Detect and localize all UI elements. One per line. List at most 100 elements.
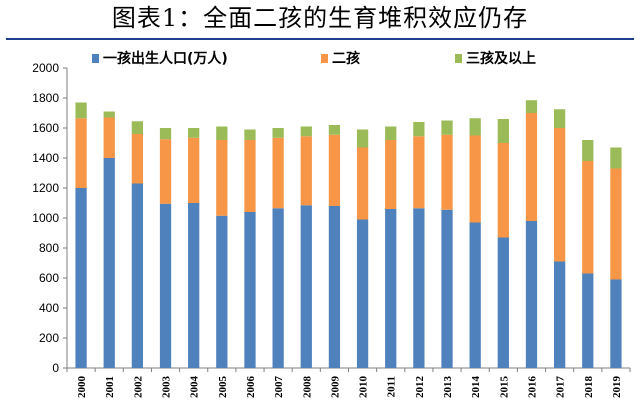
x-tick-label: 2012 (414, 376, 426, 399)
bar-segment-third-plus-2017 (553, 109, 566, 128)
x-tick-label: 2005 (217, 376, 229, 399)
bar-segment-second-child-2009 (328, 134, 341, 206)
bar-segment-second-child-2008 (300, 136, 312, 206)
bar-segment-first-child-2016 (525, 221, 538, 368)
x-tick-label: 2018 (583, 376, 595, 399)
bar-segment-first-child-2012 (413, 208, 425, 368)
bar-segment-second-child-2015 (497, 143, 509, 238)
bar-segment-third-plus-2013 (441, 120, 453, 135)
bar-segment-second-child-2000 (75, 118, 87, 188)
bar-segment-second-child-2017 (553, 128, 566, 262)
bar-segment-second-child-2002 (131, 134, 144, 184)
bar-segment-third-plus-2003 (159, 128, 172, 140)
x-tick-label: 2008 (301, 376, 313, 399)
bar-segment-third-plus-2010 (356, 129, 369, 148)
x-tick-label: 2014 (470, 376, 482, 399)
x-tick-label: 2006 (245, 376, 257, 399)
y-tick-label: 600 (39, 271, 59, 285)
bar-segment-first-child-2011 (385, 209, 397, 368)
bar-segment-first-child-2019 (610, 279, 622, 368)
x-tick-label: 2010 (358, 376, 370, 399)
x-tick-label: 2000 (76, 376, 88, 399)
y-tick-label: 0 (52, 361, 59, 375)
bar-segment-third-plus-2015 (497, 119, 509, 143)
legend-swatch (321, 54, 328, 63)
x-tick-label: 2017 (555, 376, 567, 399)
x-tick-label: 2002 (132, 376, 144, 399)
y-tick-label: 1000 (32, 211, 59, 225)
bar-segment-third-plus-2005 (216, 126, 228, 140)
chart-bars (75, 100, 622, 368)
bar-segment-first-child-2018 (582, 273, 594, 368)
bar-segment-third-plus-2019 (610, 147, 622, 169)
x-tick-label: 2011 (386, 376, 398, 397)
bar-segment-second-child-2001 (103, 117, 115, 158)
bar-segment-second-child-2014 (469, 135, 481, 223)
legend-label: 一孩出生人口(万人) (103, 50, 228, 67)
bar-segment-second-child-2011 (385, 140, 397, 209)
bar-segment-first-child-2001 (103, 158, 115, 368)
bar-segment-first-child-2006 (244, 212, 256, 368)
bar-segment-first-child-2013 (441, 209, 453, 368)
y-tick-label: 800 (39, 241, 59, 255)
chart-title-bar: 图表1：全面二孩的生育堆积效应仍存 (0, 0, 640, 36)
bar-segment-second-child-2013 (441, 134, 453, 210)
bar-segment-third-plus-2018 (582, 140, 594, 161)
bar-segment-second-child-2007 (272, 137, 284, 209)
y-tick-label: 2000 (32, 61, 59, 75)
bar-segment-first-child-2003 (159, 203, 172, 368)
bar-segment-second-child-2018 (582, 161, 594, 274)
legend-label: 三孩及以上 (466, 50, 536, 67)
bar-segment-third-plus-2009 (328, 125, 341, 135)
bar-segment-third-plus-2008 (300, 126, 312, 137)
bar-segment-second-child-2006 (244, 140, 256, 212)
legend-swatch (92, 54, 99, 63)
bar-segment-first-child-2008 (300, 205, 312, 368)
bar-segment-first-child-2010 (356, 219, 369, 368)
bar-segment-third-plus-2007 (272, 128, 284, 138)
bar-segment-third-plus-2001 (103, 111, 115, 118)
bar-segment-first-child-2017 (553, 261, 566, 368)
bar-segment-third-plus-2011 (385, 126, 397, 140)
y-tick-label: 1400 (32, 151, 59, 165)
bar-segment-third-plus-2000 (75, 102, 87, 119)
bar-segment-third-plus-2006 (244, 129, 256, 140)
bar-segment-third-plus-2016 (525, 100, 538, 113)
title-divider (6, 38, 634, 40)
x-tick-label: 2009 (329, 376, 341, 399)
bar-segment-first-child-2002 (131, 183, 144, 368)
chart-legend: 一孩出生人口(万人) 二孩 三孩及以上 (92, 50, 536, 67)
bar-segment-second-child-2016 (525, 113, 538, 221)
bar-segment-second-child-2019 (610, 168, 622, 280)
bar-segment-first-child-2007 (272, 208, 284, 368)
bar-segment-first-child-2009 (328, 206, 341, 368)
x-tick-label: 2016 (526, 376, 538, 399)
bar-segment-third-plus-2014 (469, 118, 481, 136)
y-tick-label: 1800 (32, 91, 59, 105)
y-tick-label: 1200 (32, 181, 59, 195)
bar-segment-first-child-2015 (497, 237, 509, 368)
bar-segment-third-plus-2004 (188, 128, 200, 138)
x-tick-label: 2013 (442, 376, 454, 399)
x-tick-label: 2001 (104, 376, 116, 398)
x-tick-label: 2004 (189, 376, 201, 399)
bar-segment-second-child-2004 (188, 137, 200, 203)
x-tick-label: 2003 (161, 376, 173, 399)
bar-segment-first-child-2014 (469, 222, 481, 368)
x-tick-label: 2019 (611, 376, 623, 399)
chart-title: 图表1：全面二孩的生育堆积效应仍存 (111, 4, 529, 32)
bar-segment-third-plus-2002 (131, 121, 144, 134)
bar-segment-second-child-2003 (159, 139, 172, 204)
bar-segment-second-child-2005 (216, 140, 228, 216)
x-tick-label: 2015 (498, 376, 510, 399)
bar-segment-first-child-2004 (188, 203, 200, 368)
x-tick-label: 2007 (273, 376, 285, 399)
y-tick-label: 1600 (32, 121, 59, 135)
legend-swatch (455, 54, 462, 63)
bar-segment-first-child-2000 (75, 188, 87, 368)
y-tick-label: 200 (39, 331, 59, 345)
bar-segment-third-plus-2012 (413, 122, 425, 137)
bar-segment-second-child-2012 (413, 136, 425, 209)
y-tick-label: 400 (39, 301, 59, 315)
